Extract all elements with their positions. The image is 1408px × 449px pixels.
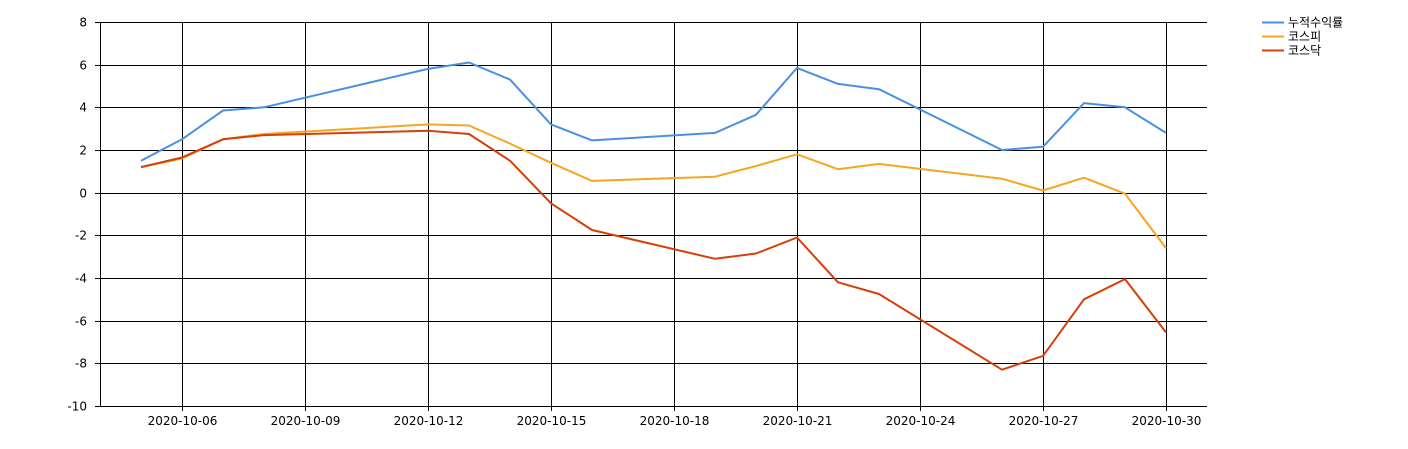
y-tick-label: 8 [79, 16, 87, 30]
legend-label-2: 코스피 [1288, 30, 1321, 44]
x-tick-label: 2020-10-18 [640, 414, 710, 428]
y-tick-label: -8 [75, 357, 87, 371]
x-tick-label: 2020-10-06 [148, 414, 218, 428]
x-tick-label: 2020-10-12 [394, 414, 464, 428]
series-lines [140, 61, 1167, 371]
y-tick-label: 2 [79, 144, 87, 158]
x-tick-label: 2020-10-24 [886, 414, 956, 428]
series-line-2 [140, 123, 1167, 249]
x-tick-label: 2020-10-09 [271, 414, 341, 428]
y-tick-label: -10 [67, 400, 87, 414]
y-tick-label: -2 [75, 229, 87, 243]
series-line-3 [140, 129, 1167, 371]
x-tick-label: 2020-10-21 [763, 414, 833, 428]
y-tick-label: 4 [79, 101, 87, 115]
legend-label-3: 코스닥 [1288, 44, 1321, 58]
y-tick-label: 6 [79, 59, 87, 73]
series-line-1 [140, 61, 1167, 162]
legend-label-1: 누적수익률 [1288, 16, 1343, 30]
tick-labels: -10 -8 -6 -4 -2 0 2 4 6 8 2020-10-06 2020-10-09 2020… [67, 16, 1201, 429]
x-tick-label: 2020-10-27 [1009, 414, 1079, 428]
y-tick-label: -4 [75, 272, 87, 286]
grid-lines [95, 22, 1207, 411]
x-tick-label: 2020-10-15 [517, 414, 587, 428]
x-tick-label: 2020-10-30 [1132, 414, 1202, 428]
y-tick-label: 0 [79, 187, 87, 201]
axes [100, 22, 1207, 407]
y-tick-label: -6 [75, 315, 87, 329]
